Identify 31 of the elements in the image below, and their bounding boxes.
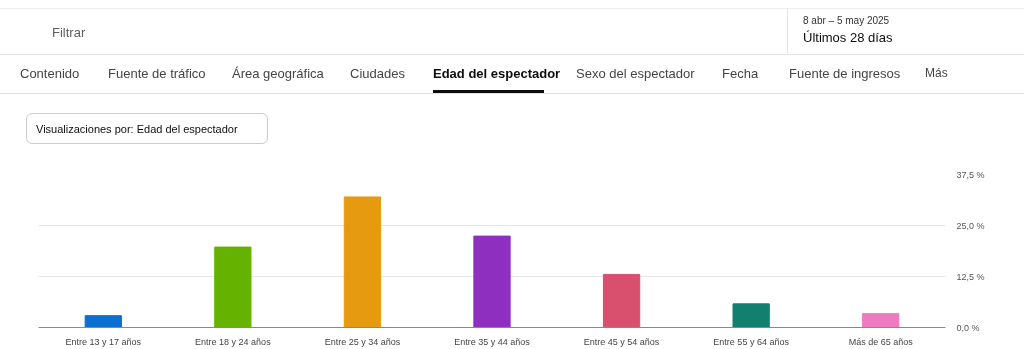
text: Más [925,65,948,82]
text: Fecha [722,65,759,83]
text: 8 abr – 5 may 2025 [803,14,890,28]
text: Edad del espectador [433,65,561,83]
source-note: Fuente de ingresos [789,65,901,83]
text: Contenido [20,65,80,83]
x-tick-label: Entre 13 y 17 años [65,336,142,347]
bar [732,303,770,328]
text: Últimos 28 días [803,29,893,47]
bar [84,315,122,328]
text: Sexo del espectador [576,65,695,83]
bar [343,196,382,328]
x-tick-label: Entre 55 y 64 años [713,336,790,347]
bar [473,235,511,328]
bar [214,246,252,328]
x-tick-label: Entre 45 y 54 años [583,336,660,347]
bar [862,313,900,328]
text: Ciudades [350,65,405,83]
y-tick-label: 25,0 % [956,220,985,231]
text: Filtrar [52,24,86,42]
y-tick-label: 12,5 % [956,271,985,282]
x-tick-label: Entre 25 y 34 años [324,336,401,347]
y-tick-label: 37,5 % [956,169,985,180]
x-tick-label: Entre 35 y 44 años [454,336,531,347]
y-tick-label: 0,0 % [956,322,980,333]
text: Área geográfica [232,65,324,83]
source-note: Fuente de tráfico [108,65,206,83]
x-tick-label: Más de 65 años [848,336,914,347]
chart-title: Visualizaciones por: Edad del espectador [36,122,238,137]
bar [602,273,641,328]
x-tick-label: Entre 18 y 24 años [195,336,272,347]
